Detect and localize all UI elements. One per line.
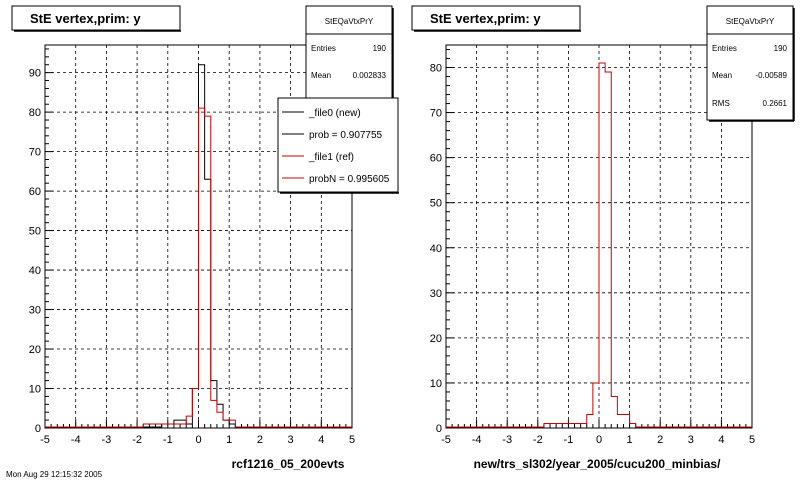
x-tick-label: 2: [657, 434, 663, 446]
x-tick-label: -1: [163, 434, 173, 446]
stats-value-mean: -0.00589: [755, 71, 787, 80]
x-tick-label: 4: [318, 434, 324, 446]
stats-name: StEQaVtxPrY: [726, 17, 775, 26]
x-tick-label: 0: [195, 434, 201, 446]
x-tick-label: 3: [288, 434, 294, 446]
y-tick-label: 0: [35, 423, 41, 435]
chart-title: StE vertex,prim: y: [30, 11, 141, 26]
y-tick-label: 10: [29, 384, 41, 396]
y-tick-label: 20: [29, 344, 41, 356]
stats-value-entries: 190: [373, 44, 387, 53]
x-tick-label: -1: [564, 434, 574, 446]
x-tick-label: -3: [102, 434, 112, 446]
y-tick-label: 40: [430, 243, 442, 255]
y-tick-label: 40: [29, 265, 41, 277]
stats-label-entries: Entries: [311, 44, 336, 53]
title-box: [411, 5, 581, 31]
y-tick-label: 80: [430, 63, 442, 75]
y-tick-label: 90: [29, 68, 41, 80]
stats-name: StEQaVtxPrY: [325, 17, 374, 26]
x-tick-label: 1: [627, 434, 633, 446]
y-tick-label: 80: [29, 107, 41, 119]
x-tick-label: -5: [441, 434, 451, 446]
legend-entry-label: prob = 0.907755: [309, 130, 383, 141]
legend: _file0 (new) prob = 0.907755 _file1 (ref) p…: [277, 97, 399, 194]
stats-value-mean: 0.002833: [353, 71, 387, 80]
y-tick-label: 20: [430, 333, 442, 345]
x-tick-label: -2: [533, 434, 543, 446]
title-box: [11, 5, 181, 31]
stats-box: [706, 5, 794, 121]
stats-value-rms: 0.2661: [763, 99, 788, 108]
chart-title: StE vertex,prim: y: [430, 11, 541, 26]
x-tick-label: 0: [596, 434, 602, 446]
y-tick-label: 50: [430, 198, 442, 210]
legend-entry-label: _file0 (new): [308, 108, 361, 119]
x-tick-label: 5: [349, 434, 355, 446]
x-tick-label: -4: [71, 434, 81, 446]
x-axis-label: rcf1216_05_200evts: [232, 457, 345, 471]
stats-label-entries: Entries: [712, 44, 737, 53]
y-tick-label: 70: [430, 108, 442, 120]
x-tick-label: -4: [472, 434, 482, 446]
x-tick-label: 2: [257, 434, 263, 446]
x-tick-label: -5: [40, 434, 50, 446]
y-tick-label: 30: [29, 305, 41, 317]
y-tick-label: 30: [430, 288, 442, 300]
y-tick-label: 60: [29, 186, 41, 198]
y-tick-label: 70: [29, 147, 41, 159]
x-tick-label: 1: [226, 434, 232, 446]
y-tick-label: 60: [430, 153, 442, 165]
x-tick-label: 4: [718, 434, 724, 446]
x-tick-label: -3: [502, 434, 512, 446]
y-tick-label: 10: [430, 378, 442, 390]
y-tick-label: 0: [436, 423, 442, 435]
legend-entry-label: probN = 0.995605: [309, 174, 390, 185]
footer-timestamp: Mon Aug 29 12:15:32 2005: [6, 470, 103, 479]
stats-label-rms: RMS: [712, 99, 730, 108]
stats-value-entries: 190: [774, 44, 788, 53]
histogram-series-2: [45, 107, 352, 428]
x-tick-label: -2: [132, 434, 142, 446]
stats-label-mean: Mean: [311, 71, 331, 80]
x-tick-label: 5: [749, 434, 755, 446]
legend-box: [277, 97, 399, 193]
y-tick-label: 50: [29, 226, 41, 238]
x-axis-label: new/trs_sl302/year_2005/cucu200_minbias/: [474, 457, 721, 471]
x-tick-label: 3: [688, 434, 694, 446]
stats-label-mean: Mean: [712, 71, 732, 80]
histogram-series-1: [446, 62, 752, 428]
legend-entry-label: _file1 (ref): [308, 152, 354, 163]
